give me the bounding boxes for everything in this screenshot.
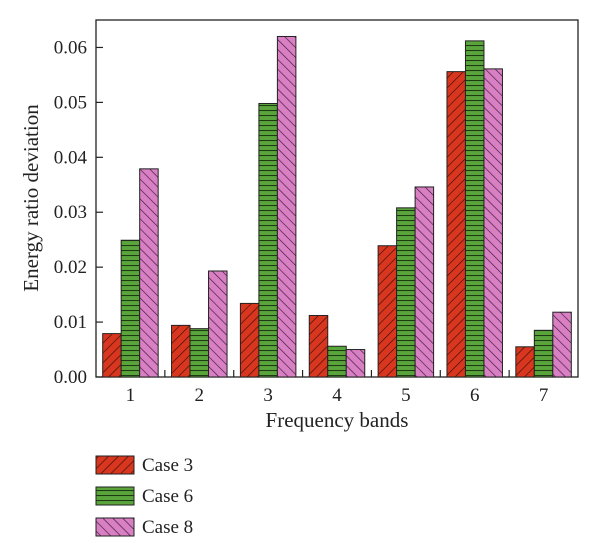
bar-case-8-band-4 [345,349,366,378]
x-tick-label: 1 [126,385,136,406]
bar-case-8-band-1 [139,168,159,378]
bar-case-6-band-7 [533,329,554,378]
y-tick-label: 0.02 [54,257,87,278]
legend-label: Case 6 [142,486,193,507]
bar-case-6-band-3 [258,102,278,378]
legend-swatch [95,486,135,506]
bar-case-8-band-5 [414,186,435,378]
y-tick-label: 0.04 [54,147,88,168]
y-tick-label: 0.05 [54,92,87,113]
bar-case-6-band-6 [464,40,485,378]
x-tick-label: 6 [470,385,480,406]
y-tick-label: 0.06 [54,37,87,58]
bar-case-3-band-6 [446,71,466,378]
bar-case-3-band-4 [308,314,329,378]
bar-case-6-band-1 [120,239,141,378]
y-tick-label: 0.01 [54,312,87,333]
y-axis-title: Energy ratio deviation [19,104,43,292]
x-tick-label: 5 [401,385,411,406]
x-axis: 1 2 3 4 5 6 7 [126,370,549,406]
bar-case-3-band-1 [102,333,122,378]
y-axis: 0.00 0.01 0.02 0.03 0.04 0.05 0.06 [54,37,103,388]
y-tick-label: 0.03 [54,202,87,223]
x-tick-label: 2 [195,385,205,406]
legend-label: Case 8 [142,517,193,538]
x-tick-label: 3 [263,385,273,406]
bar-case-3-band-3 [239,302,260,378]
bar-case-3-band-5 [377,245,398,378]
x-axis-title: Frequency bands [266,408,409,432]
bar-case-6-band-4 [327,345,347,378]
x-tick-label: 4 [332,385,342,406]
bar-case-3-band-7 [515,346,535,378]
bar-case-8-band-3 [276,35,297,378]
bar-case-8-band-2 [208,270,228,378]
legend-label: Case 3 [142,455,193,476]
bars [102,35,572,378]
bar-case-6-band-2 [189,328,210,378]
y-tick-label: 0.00 [54,367,87,388]
bar-case-3-band-2 [171,324,191,378]
x-tick-label: 7 [539,385,549,406]
plot-area-frame [95,19,579,378]
legend-swatch [95,455,135,475]
bar-case-8-band-6 [483,68,503,378]
legend: Case 3 Case 6 Case 8 [95,455,193,538]
legend-swatch [95,517,135,537]
bar-case-8-band-7 [552,311,572,378]
bar-case-6-band-5 [396,207,416,378]
